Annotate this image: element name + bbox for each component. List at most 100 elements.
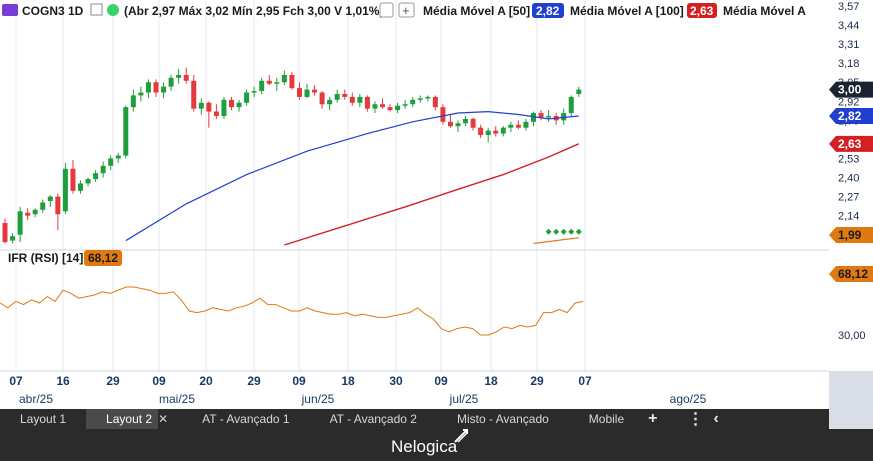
brand-name: Nelogica xyxy=(391,437,458,456)
candle-body xyxy=(145,82,151,93)
chart-area[interactable]: 3,573,443,313,183,052,922,792,662,532,40… xyxy=(0,0,873,409)
tab-misto-avancado[interactable]: Misto - Avançado xyxy=(437,409,569,429)
close-tab-icon[interactable]: ✕ xyxy=(158,412,169,426)
tab-layout-1[interactable]: Layout 1 xyxy=(0,409,86,429)
signal-marker xyxy=(568,228,575,235)
date-tick-label: 30 xyxy=(389,374,403,388)
candle-body xyxy=(17,211,23,235)
candle-body xyxy=(463,118,469,124)
ma100-label: Média Móvel A [100] xyxy=(570,4,684,18)
ticker-label: COGN3 1D xyxy=(22,4,84,18)
signal-marker xyxy=(575,228,582,235)
price-tick-label: 2,14 xyxy=(838,211,859,223)
date-tick-label: 29 xyxy=(530,374,544,388)
signal-marker xyxy=(545,228,552,235)
candle-body xyxy=(515,124,521,128)
candle-body xyxy=(576,89,582,94)
moving-averages xyxy=(125,110,580,246)
date-tick-label: 18 xyxy=(341,374,355,388)
more-options-icon[interactable]: ⋮ xyxy=(687,411,704,428)
month-tick-label: mai/25 xyxy=(159,392,195,406)
candle-body xyxy=(523,121,529,128)
candle-body xyxy=(115,155,121,159)
candle-body xyxy=(281,74,287,83)
candle-body xyxy=(485,130,491,136)
price-tick-label: 3,44 xyxy=(838,20,859,32)
candle-body xyxy=(304,89,310,97)
candle-body xyxy=(244,92,250,103)
price-tick-label: 2,92 xyxy=(838,96,859,108)
candle-body xyxy=(70,168,76,191)
candle-body xyxy=(130,95,136,108)
candle-body xyxy=(470,118,476,128)
tab-label: AT - Avançado 2 xyxy=(329,412,417,426)
time-axis: 07 16 29 09 20 29 09 18 30 09 18 29 07 abr/25 mai/25 ju… xyxy=(9,374,706,406)
date-tick-label: 09 xyxy=(292,374,306,388)
chevron-left-icon[interactable]: ‹ xyxy=(713,410,719,427)
ma50-line xyxy=(125,110,579,242)
tab-mobile[interactable]: Mobile xyxy=(569,409,644,429)
chart-header: COGN3 1D (Abr 2,97 Máx 3,02 Mín 2,95 Fch… xyxy=(2,2,806,18)
candle-body xyxy=(206,102,212,112)
candle-body xyxy=(440,107,446,122)
candle-body xyxy=(176,74,182,78)
tab-at-avancado-2[interactable]: AT - Avançado 2 xyxy=(310,409,437,429)
candle-body xyxy=(538,113,544,118)
candle-body xyxy=(546,115,552,118)
date-tick-label: 20 xyxy=(199,374,213,388)
candle-body xyxy=(47,196,53,202)
ma50-badge-shape xyxy=(829,107,873,124)
rsi-badge-shape xyxy=(829,266,873,283)
ma50-badge-text: 2,82 xyxy=(838,109,862,123)
candle-body xyxy=(364,96,370,109)
candle-body xyxy=(312,89,318,93)
candle-body xyxy=(500,127,506,134)
candle-body xyxy=(123,107,129,156)
candle-body xyxy=(561,113,567,121)
candle-body xyxy=(108,158,114,166)
ma100-header-badge xyxy=(687,3,717,18)
month-tick-label: ago/25 xyxy=(670,392,707,406)
tab-label: Misto - Avançado xyxy=(456,412,549,426)
pointer-icon[interactable] xyxy=(379,2,394,18)
tab-at-avancado-1[interactable]: AT - Avançado 1 xyxy=(182,409,309,429)
candle-body xyxy=(229,99,234,108)
date-tick-label: 18 xyxy=(484,374,498,388)
candle-body xyxy=(198,102,204,109)
add-layout-icon[interactable]: + xyxy=(648,410,658,427)
candle-body xyxy=(478,127,484,136)
candle-body xyxy=(296,88,302,97)
signal-marker xyxy=(553,228,560,235)
candle-body xyxy=(455,123,461,127)
date-tick-label: 07 xyxy=(9,374,23,388)
rsi-line xyxy=(0,286,584,336)
candle-body xyxy=(40,202,46,210)
candle-body xyxy=(191,80,197,109)
candle-body xyxy=(274,82,280,84)
candle-body xyxy=(2,223,8,243)
month-tick-label: jul/25 xyxy=(449,392,479,406)
chart-background xyxy=(0,0,873,409)
eye-icon[interactable] xyxy=(90,3,103,16)
tab-layout-2[interactable]: Layout 2 xyxy=(86,409,159,429)
candle-body xyxy=(85,179,91,184)
candle-body xyxy=(372,104,378,109)
rsi-label: IFR (RSI) [14] xyxy=(8,251,83,265)
rsi-header-value: 68,12 xyxy=(88,251,118,265)
ma50-label: Média Móvel A [50] xyxy=(423,4,530,18)
signal-marker xyxy=(560,228,567,235)
candle-body xyxy=(266,80,272,84)
date-tick-label: 16 xyxy=(56,374,70,388)
candle-body xyxy=(32,209,38,215)
tab-label: Layout 2 xyxy=(106,412,153,426)
close-price-badge-shape xyxy=(829,81,873,98)
add-indicator-button[interactable] xyxy=(398,2,415,18)
status-dot-icon xyxy=(107,4,119,16)
candle-body xyxy=(357,96,363,103)
extra-badge-shape xyxy=(829,227,873,243)
candle-body xyxy=(568,96,574,114)
ma100-badge-text: 2,63 xyxy=(838,137,862,151)
candle-body xyxy=(221,99,227,116)
candle-body xyxy=(334,93,340,100)
date-tick-label: 09 xyxy=(152,374,166,388)
